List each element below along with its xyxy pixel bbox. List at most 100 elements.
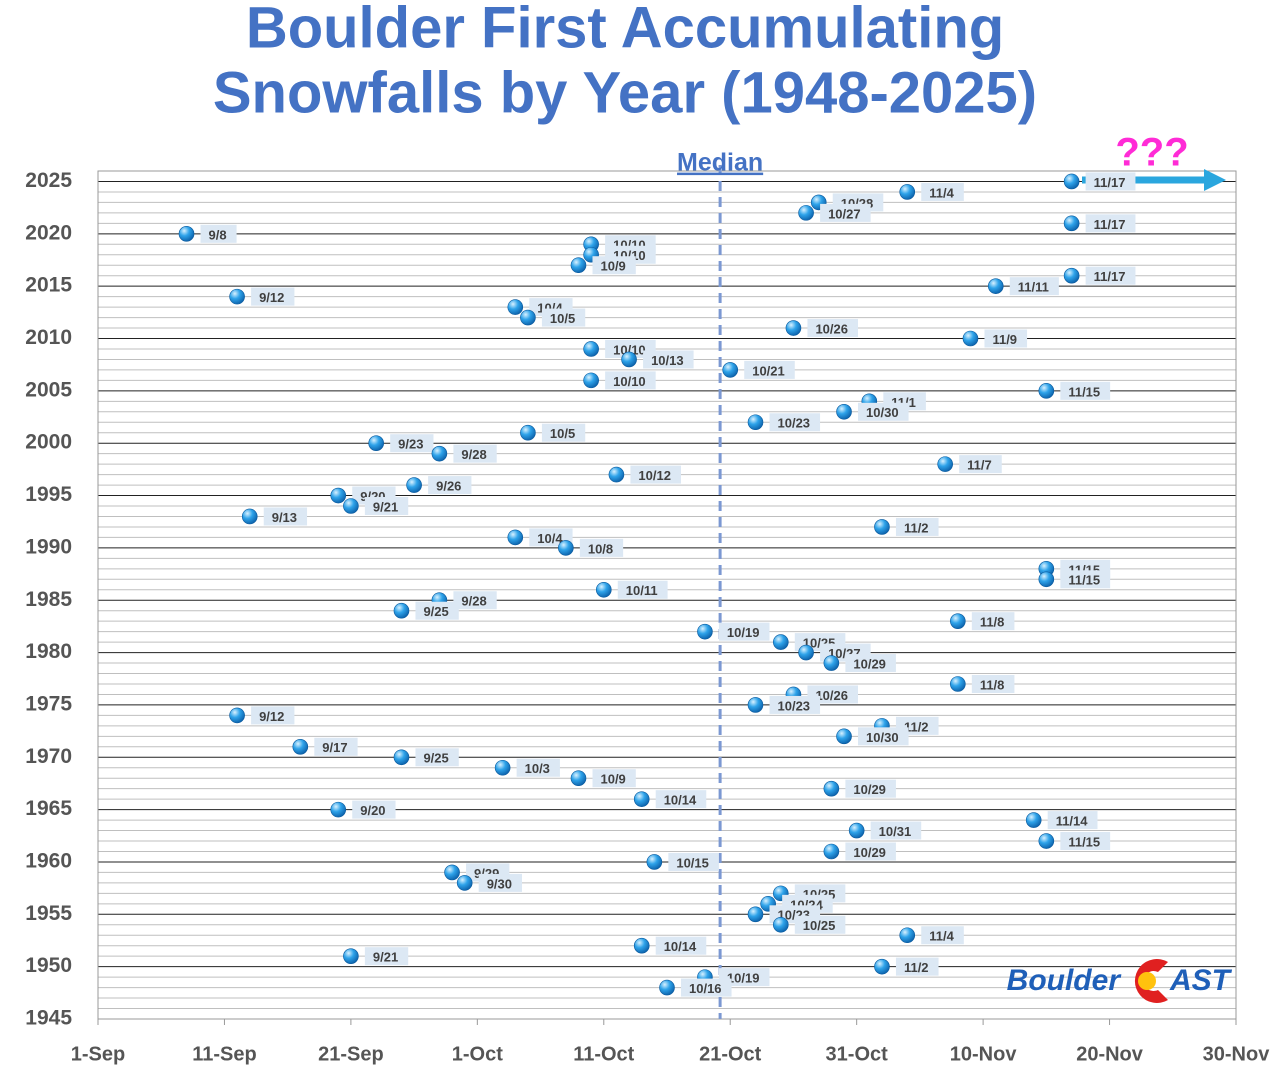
data-label-bg	[251, 706, 295, 725]
point	[393, 602, 410, 619]
point	[962, 330, 979, 347]
data-label-bg	[1009, 277, 1059, 296]
point	[836, 403, 852, 420]
data-label-bg	[870, 821, 922, 840]
data-label-bg	[921, 182, 964, 201]
annotation: ???	[1115, 131, 1188, 175]
data-label: 10/11	[626, 583, 658, 598]
data-label: 10/19	[727, 971, 760, 986]
median-label: Median	[677, 149, 763, 177]
data-label-bg	[959, 455, 1002, 474]
point	[899, 927, 916, 944]
data-label: 10/9	[600, 772, 625, 787]
point	[987, 278, 1004, 294]
point	[874, 519, 890, 535]
plot-border	[97, 170, 1237, 1020]
point	[507, 529, 524, 546]
data-label-bg	[1060, 570, 1111, 589]
point	[772, 916, 789, 933]
data-label: 11/2	[904, 520, 929, 535]
point	[823, 655, 840, 671]
logo-text: AST	[1169, 964, 1233, 997]
data-label-bg	[541, 308, 586, 327]
data-label: 10/3	[525, 761, 550, 776]
data-label: 9/28	[461, 594, 486, 609]
data-label: 9/21	[373, 950, 398, 965]
data-label-bg	[364, 947, 409, 966]
data-label: 10/26	[815, 688, 848, 703]
data-label-bg	[1085, 214, 1136, 233]
data-label-bg	[794, 915, 846, 934]
data-label: 10/15	[676, 855, 709, 870]
point	[456, 875, 473, 891]
data-label: 11/7	[967, 458, 992, 473]
data-label: 10/27	[828, 206, 861, 221]
point	[823, 780, 840, 797]
data-label-bg	[769, 413, 821, 432]
x-tick-label: 1-Sep	[71, 1043, 125, 1065]
chart-title: Boulder First Accumulating	[246, 0, 1004, 60]
point	[330, 801, 347, 818]
data-label-bg	[845, 654, 896, 673]
x-tick-label: 11-Oct	[573, 1043, 634, 1065]
x-tick-label: 10-Nov	[950, 1043, 1018, 1065]
data-label: 10/12	[638, 468, 671, 483]
data-label: 10/19	[727, 625, 760, 640]
data-label: 9/25	[423, 751, 448, 766]
y-tick-label: 1960	[25, 850, 72, 873]
data-label: 10/13	[651, 353, 684, 368]
point	[646, 854, 663, 870]
y-tick-label: 1975	[25, 692, 72, 715]
data-label: 10/29	[853, 845, 886, 860]
data-label-bg	[895, 957, 939, 976]
data-label-bg	[516, 758, 560, 777]
point	[785, 320, 802, 336]
data-label: 10/10	[613, 342, 646, 357]
data-label-bg	[681, 978, 732, 997]
data-label: 9/30	[487, 876, 512, 891]
logo-sun	[1138, 972, 1156, 990]
data-label-bg	[415, 601, 459, 620]
point	[1038, 383, 1055, 399]
data-label-bg	[718, 968, 770, 987]
y-tick-label: 1955	[25, 902, 72, 925]
x-tick-label: 21-Oct	[699, 1043, 762, 1065]
data-label-bg	[845, 779, 896, 798]
data-label: 11/15	[1068, 384, 1100, 399]
data-label-bg	[592, 256, 636, 275]
data-label: 9/12	[259, 709, 284, 724]
y-tick-label: 2010	[25, 326, 72, 349]
point	[520, 309, 536, 326]
data-label: 9/20	[360, 803, 385, 818]
data-label-bg	[744, 360, 795, 379]
data-label-bg	[428, 476, 472, 495]
data-label: 10/10	[613, 374, 646, 389]
data-label-bg	[200, 224, 237, 243]
data-label-bg	[971, 674, 1015, 693]
data-label: 11/2	[904, 719, 929, 734]
data-label-bg	[314, 737, 358, 756]
point	[1063, 173, 1080, 190]
data-label: 11/8	[980, 677, 1005, 692]
point	[583, 341, 599, 357]
data-label-bg	[263, 507, 308, 526]
data-label-bg	[605, 371, 656, 390]
point	[608, 466, 625, 483]
point	[393, 749, 410, 766]
point	[848, 822, 865, 839]
data-label-bg	[541, 423, 586, 442]
point	[836, 728, 852, 745]
point	[1038, 833, 1055, 849]
point	[368, 435, 384, 451]
data-label-bg	[453, 591, 497, 610]
point	[1025, 812, 1042, 828]
point	[950, 613, 966, 629]
data-label: 9/21	[373, 499, 398, 514]
data-label: 10/23	[778, 416, 811, 431]
data-label-bg	[251, 287, 295, 306]
point	[494, 759, 511, 776]
data-label-bg	[807, 685, 858, 704]
y-tick-label: 2020	[25, 221, 72, 244]
data-label-bg	[1060, 381, 1111, 400]
x-tick-label: 30-Nov	[1203, 1043, 1271, 1065]
